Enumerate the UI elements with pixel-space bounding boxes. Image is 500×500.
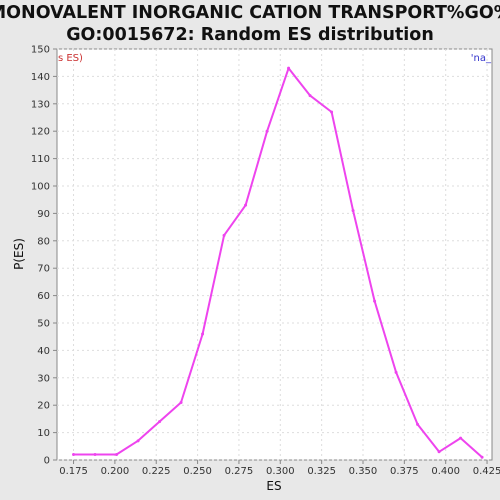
data-point [179,400,183,404]
data-point [201,332,205,336]
y-tick-label: 80 [37,236,50,247]
data-point [459,436,463,440]
data-point [287,66,291,70]
y-tick-label: 100 [31,182,50,193]
chart-title-line2: GO:0015672: Random ES distribution [66,25,434,45]
y-tick-label: 140 [31,72,50,83]
y-tick-label: 40 [37,346,50,357]
x-tick-label: 0.275 [225,466,254,477]
x-tick-label: 0.225 [142,466,171,477]
data-point [330,110,334,114]
data-point [265,129,269,133]
y-tick-label: 150 [31,45,50,56]
data-point [437,450,441,454]
y-tick-label: 50 [37,319,50,330]
y-axis-label: P(ES) [12,238,26,270]
axis-ticks: 0 10 20 30 40 50 60 70 80 90 100 110 120 130 140 150 0.1… [31,45,500,478]
y-tick-label: 120 [31,127,50,138]
y-tick-label: 0 [44,456,50,467]
data-point [136,439,140,443]
x-tick-label: 0.425 [473,466,500,477]
y-tick-label: 30 [37,373,50,384]
chart-title-line1: MONOVALENT INORGANIC CATION TRANSPORT%GO… [0,3,500,23]
y-tick-label: 130 [31,99,50,110]
data-point [394,370,398,374]
data-point [115,453,119,457]
x-tick-label: 0.200 [101,466,130,477]
legend-left-text: s ES) [58,53,83,64]
data-point [158,420,162,424]
data-point [373,299,377,303]
y-tick-label: 110 [31,154,50,165]
legend-right-text: 'na_ [471,53,492,64]
data-point [416,422,420,426]
x-tick-label: 0.375 [390,466,419,477]
y-tick-label: 60 [37,291,50,302]
plot-area [56,48,493,461]
data-point [222,233,226,237]
data-point [308,94,312,98]
x-tick-label: 0.325 [307,466,336,477]
y-tick-label: 70 [37,264,50,275]
y-tick-label: 20 [37,401,50,412]
x-axis-label: ES [266,479,281,493]
x-tick-label: 0.250 [183,466,212,477]
data-point [351,209,355,213]
y-tick-label: 90 [37,209,50,220]
data-point [244,203,248,207]
series-line [73,67,483,459]
data-points [72,66,484,459]
data-point [480,455,484,459]
x-tick-label: 0.300 [266,466,295,477]
x-tick-label: 0.400 [431,466,460,477]
y-tick-label: 10 [37,428,50,439]
data-point [93,453,97,457]
data-point [72,453,76,457]
x-tick-label: 0.175 [59,466,88,477]
x-tick-label: 0.350 [349,466,378,477]
